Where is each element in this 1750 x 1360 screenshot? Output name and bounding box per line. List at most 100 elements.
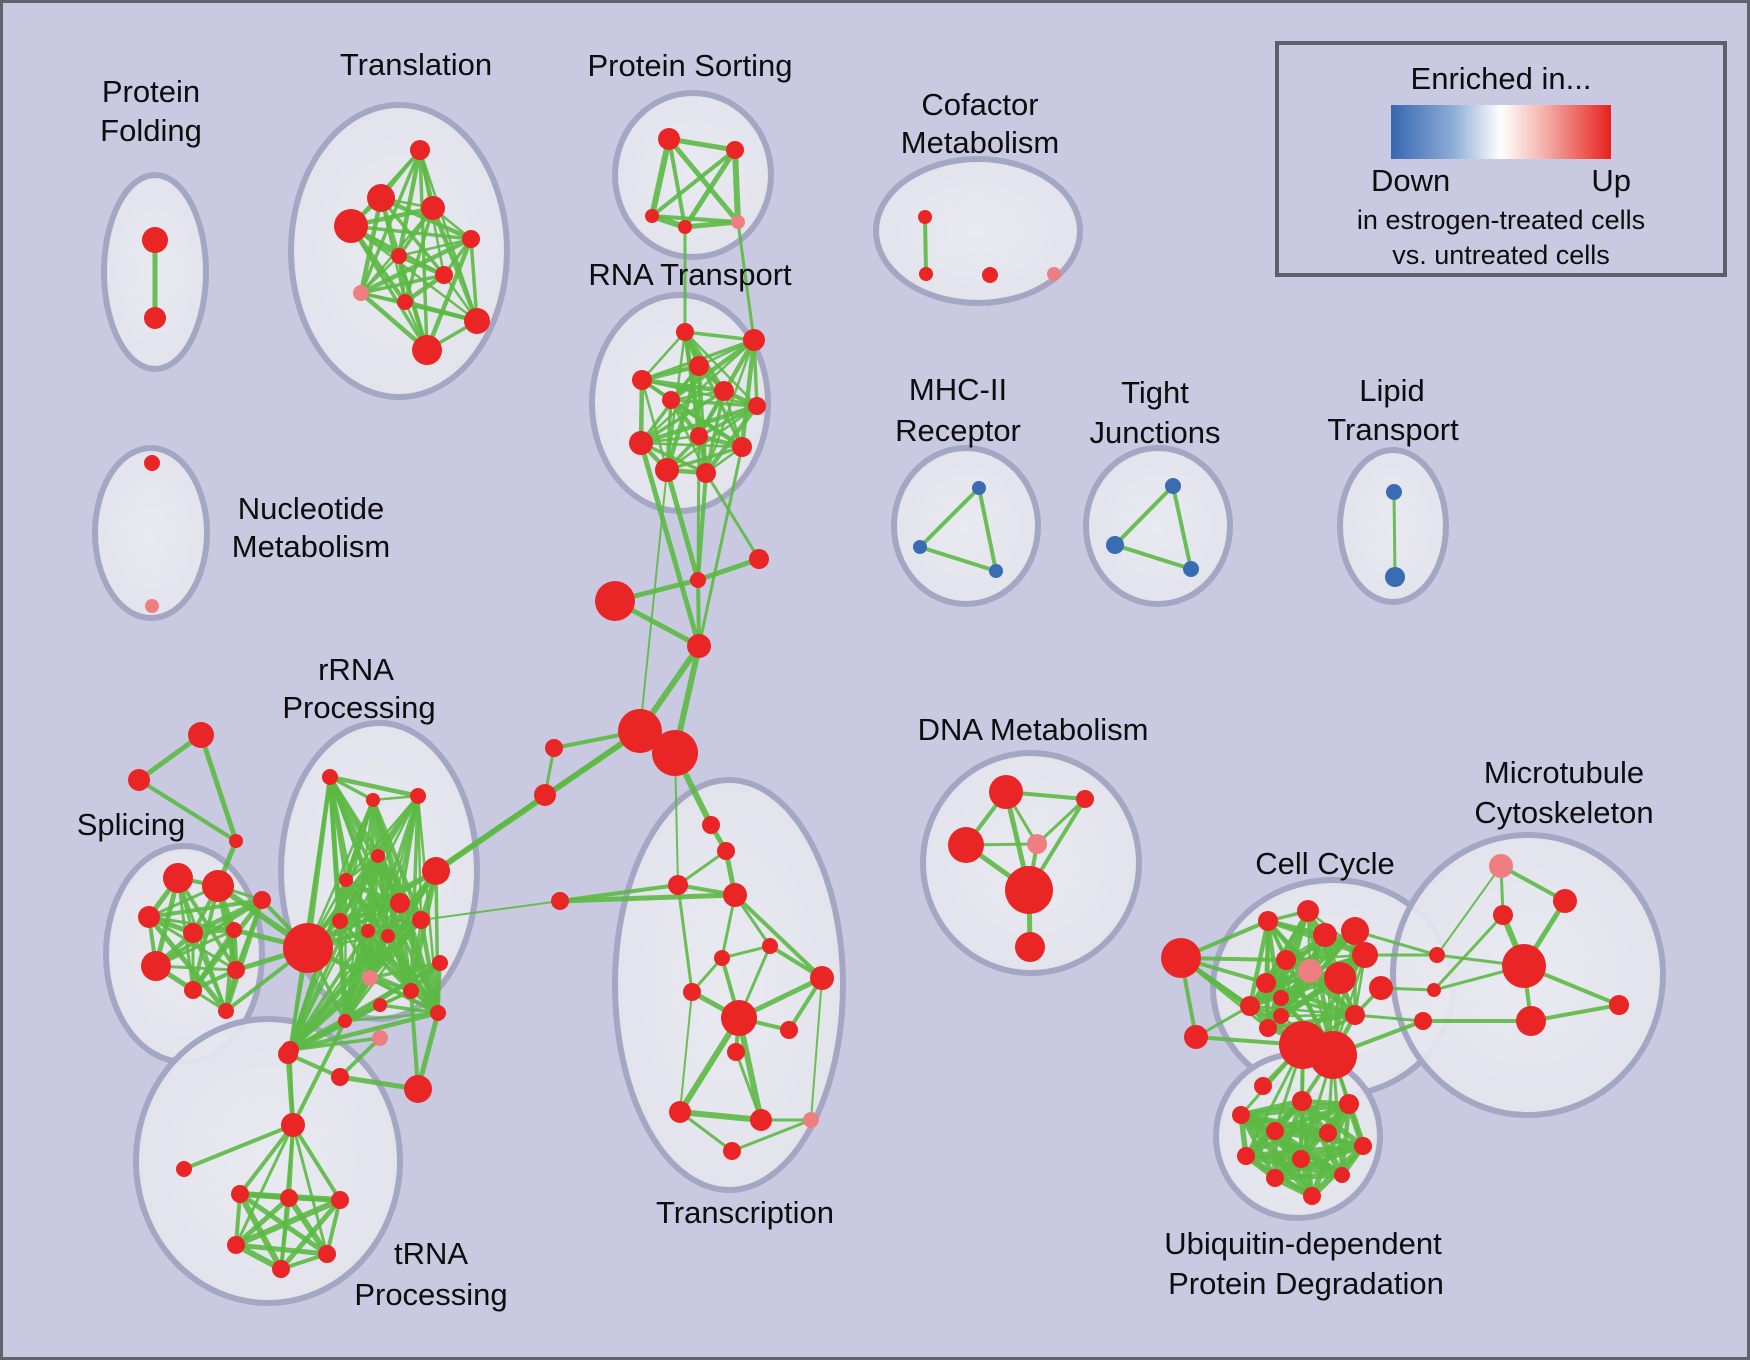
gene-set-node-r10[interactable] (655, 458, 679, 482)
gene-set-node-r4[interactable] (632, 370, 652, 390)
gene-set-node-k11[interactable] (404, 1075, 432, 1103)
gene-set-node-t10[interactable] (464, 308, 490, 334)
gene-set-node-r1[interactable] (676, 323, 694, 341)
gene-set-node-k8[interactable] (272, 1260, 290, 1278)
gene-set-node-d6[interactable] (1015, 932, 1045, 962)
gene-set-node-e14[interactable] (1273, 1008, 1289, 1024)
gene-set-node-s9[interactable] (141, 951, 171, 981)
gene-set-node-b2[interactable] (1292, 1091, 1312, 1111)
gene-set-node-r8[interactable] (690, 427, 708, 445)
gene-set-node-u6[interactable] (1609, 995, 1629, 1015)
gene-set-node-t1[interactable] (410, 140, 430, 160)
gene-set-node-g11[interactable] (381, 929, 395, 943)
gene-set-node-g16[interactable] (373, 998, 387, 1012)
gene-set-node-d5[interactable] (1005, 866, 1053, 914)
gene-set-node-s12[interactable] (253, 891, 271, 909)
gene-set-node-g9[interactable] (332, 913, 348, 929)
gene-set-node-t11[interactable] (412, 335, 442, 365)
gene-set-node-t2[interactable] (367, 184, 395, 212)
gene-set-node-m2[interactable] (913, 540, 927, 554)
gene-set-node-t7[interactable] (435, 266, 453, 284)
gene-set-node-s8[interactable] (226, 922, 242, 938)
gene-set-node-cn3[interactable] (595, 581, 635, 621)
gene-set-node-u3[interactable] (1493, 905, 1513, 925)
gene-set-node-t9[interactable] (397, 294, 413, 310)
gene-set-node-x9[interactable] (750, 1109, 772, 1131)
gene-set-node-g17[interactable] (430, 1005, 446, 1021)
gene-set-node-pf1[interactable] (142, 227, 168, 253)
gene-set-node-v3[interactable] (1414, 1012, 1432, 1030)
gene-set-node-p4[interactable] (678, 220, 692, 234)
gene-set-node-u5[interactable] (1516, 1006, 1546, 1036)
gene-set-node-b3[interactable] (1339, 1094, 1359, 1114)
gene-set-node-t5[interactable] (462, 230, 480, 248)
gene-set-node-g7[interactable] (422, 857, 450, 885)
gene-set-node-u1[interactable] (1489, 854, 1513, 878)
gene-set-node-u2[interactable] (1553, 889, 1577, 913)
gene-set-node-v1[interactable] (1429, 947, 1445, 963)
gene-set-node-h3[interactable] (545, 739, 563, 757)
gene-set-node-k9[interactable] (278, 1044, 298, 1064)
gene-set-node-p2[interactable] (726, 141, 744, 159)
gene-set-node-e16[interactable] (1309, 1031, 1357, 1079)
gene-set-node-j1[interactable] (1165, 478, 1181, 494)
gene-set-node-g18[interactable] (338, 1014, 352, 1028)
gene-set-node-r3[interactable] (689, 356, 709, 376)
gene-set-node-q3[interactable] (668, 875, 688, 895)
gene-set-node-b4[interactable] (1232, 1106, 1250, 1124)
gene-set-node-h2[interactable] (652, 730, 698, 776)
gene-set-node-cn1[interactable] (690, 572, 706, 588)
gene-set-node-r7[interactable] (748, 397, 766, 415)
gene-set-node-e8[interactable] (1298, 959, 1322, 983)
gene-set-node-b10[interactable] (1266, 1169, 1284, 1187)
gene-set-node-x4[interactable] (810, 966, 834, 990)
gene-set-node-e1[interactable] (1161, 938, 1201, 978)
gene-set-node-s13[interactable] (218, 1003, 234, 1019)
gene-set-node-g14[interactable] (362, 970, 378, 986)
gene-set-node-b9[interactable] (1292, 1150, 1310, 1168)
gene-set-node-k3[interactable] (231, 1185, 249, 1203)
gene-set-node-c3[interactable] (982, 267, 998, 283)
gene-set-node-s5[interactable] (202, 870, 234, 902)
gene-set-node-q4[interactable] (723, 883, 747, 907)
gene-set-node-q2[interactable] (717, 842, 735, 860)
gene-set-node-x3[interactable] (683, 983, 701, 1001)
gene-set-node-m1[interactable] (972, 481, 986, 495)
gene-set-node-r9[interactable] (629, 431, 653, 455)
gene-set-node-p1[interactable] (658, 128, 680, 150)
gene-set-node-q5[interactable] (551, 892, 569, 910)
gene-set-node-t8[interactable] (353, 285, 369, 301)
gene-set-node-cn2[interactable] (749, 549, 769, 569)
gene-set-node-s2[interactable] (128, 769, 150, 791)
gene-set-node-e18[interactable] (1369, 976, 1393, 1000)
gene-set-node-b7[interactable] (1354, 1137, 1372, 1155)
gene-set-node-p5[interactable] (731, 215, 745, 229)
gene-set-node-r6[interactable] (714, 381, 734, 401)
gene-set-node-t4[interactable] (334, 209, 368, 243)
gene-set-node-x5[interactable] (721, 1000, 757, 1036)
gene-set-node-s7[interactable] (183, 923, 203, 943)
gene-set-node-s1[interactable] (188, 722, 214, 748)
gene-set-node-d3[interactable] (948, 827, 984, 863)
gene-set-node-s3[interactable] (229, 834, 243, 848)
gene-set-node-k10[interactable] (331, 1068, 349, 1086)
gene-set-node-u4[interactable] (1502, 944, 1546, 988)
gene-set-node-v2[interactable] (1427, 983, 1441, 997)
gene-set-node-b5[interactable] (1266, 1122, 1284, 1140)
gene-set-node-s6[interactable] (138, 906, 160, 928)
gene-set-node-x6[interactable] (780, 1021, 798, 1039)
gene-set-node-e11[interactable] (1240, 996, 1260, 1016)
gene-set-node-d2[interactable] (1076, 790, 1094, 808)
gene-set-node-e3[interactable] (1258, 911, 1278, 931)
gene-set-node-b12[interactable] (1303, 1187, 1321, 1205)
gene-set-node-b1[interactable] (1254, 1077, 1272, 1095)
gene-set-node-e13[interactable] (1259, 1019, 1277, 1037)
gene-set-node-e19[interactable] (1345, 1005, 1365, 1025)
gene-set-node-k1[interactable] (281, 1113, 305, 1137)
gene-set-node-cn4[interactable] (687, 634, 711, 658)
gene-set-node-g8[interactable] (412, 911, 430, 929)
gene-set-node-g3[interactable] (410, 788, 426, 804)
gene-set-node-h1[interactable] (618, 709, 662, 753)
gene-set-node-e12[interactable] (1273, 990, 1289, 1006)
gene-set-node-g1[interactable] (322, 769, 338, 785)
